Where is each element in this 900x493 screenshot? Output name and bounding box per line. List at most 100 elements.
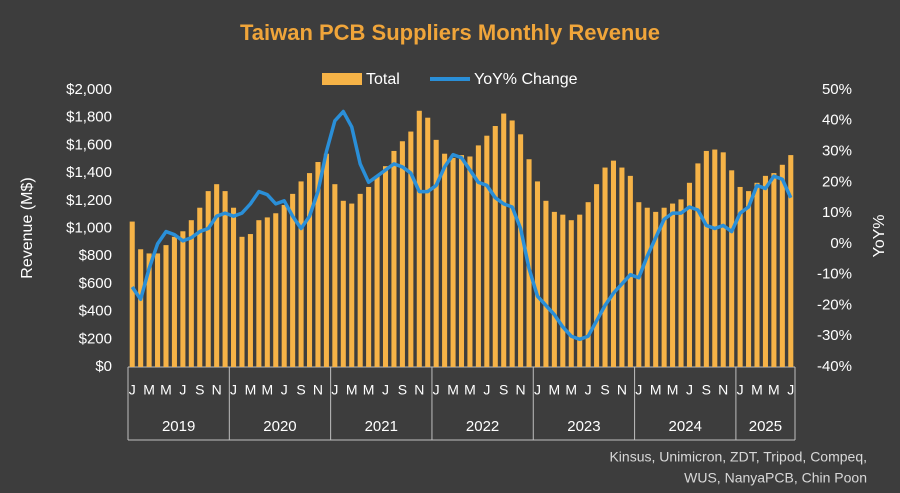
y-tick-label: $600: [79, 275, 112, 292]
bar: [458, 155, 465, 367]
y2-tick-label: -20%: [817, 296, 852, 313]
x-tick-label: M: [143, 382, 155, 398]
bar: [222, 191, 228, 367]
bar: [205, 191, 211, 367]
y-tick-label: $2,000: [66, 81, 112, 98]
y-axis-label: Revenue (M$): [19, 177, 36, 278]
y-tick-label: $800: [79, 247, 112, 264]
bar: [729, 170, 735, 367]
bar: [357, 193, 363, 367]
x-tick-label: M: [549, 382, 561, 398]
bar: [492, 126, 498, 367]
y2-tick-label: -40%: [817, 358, 852, 375]
x-tick-label: S: [195, 382, 204, 398]
x-tick-label: M: [751, 382, 763, 398]
y2-tick-label: 40%: [822, 112, 852, 129]
x-tick-label: N: [617, 382, 627, 398]
bar: [425, 117, 431, 367]
bar: [518, 134, 524, 367]
y2-tick-label: -10%: [817, 266, 852, 283]
bar: [627, 175, 633, 367]
x-tick-label: M: [768, 382, 780, 398]
bar: [636, 202, 642, 367]
bar: [433, 139, 439, 367]
bar: [703, 150, 709, 367]
bar: [180, 231, 186, 367]
y-tick-label: $0: [95, 358, 112, 375]
source-note: WUS, NanyaPCB, Chin Poon: [684, 470, 867, 486]
bar: [594, 184, 600, 367]
bar: [298, 181, 304, 367]
group-label: 2024: [669, 418, 702, 435]
bar: [197, 207, 203, 367]
bar: [239, 236, 245, 367]
bar: [686, 182, 692, 367]
x-tick-label: J: [737, 382, 744, 398]
bar: [340, 200, 346, 367]
bar: [247, 234, 253, 367]
bar: [543, 200, 549, 367]
y2-axis-label: YoY%: [871, 215, 888, 258]
y2-tick-label: 10%: [822, 204, 852, 221]
x-tick-label: J: [635, 382, 642, 398]
legend-label: YoY% Change: [474, 71, 578, 88]
x-tick-label: J: [686, 382, 693, 398]
bar: [509, 120, 515, 367]
x-tick-label: M: [464, 382, 476, 398]
x-tick-label: M: [667, 382, 679, 398]
bar: [256, 220, 262, 367]
bar: [644, 207, 650, 367]
x-tick-label: J: [230, 382, 237, 398]
bar: [332, 184, 338, 367]
x-tick-label: J: [129, 382, 136, 398]
bar: [450, 157, 456, 367]
x-tick-label: N: [718, 382, 728, 398]
bar: [475, 145, 481, 367]
bar: [264, 217, 270, 367]
bar: [577, 214, 583, 367]
x-tick-label: S: [398, 382, 407, 398]
bar: [349, 203, 355, 367]
x-tick-label: M: [447, 382, 459, 398]
bar: [155, 253, 161, 367]
y2-tick-label: 20%: [822, 173, 852, 190]
bar: [290, 193, 296, 367]
bar: [306, 173, 313, 367]
x-tick-label: M: [565, 382, 577, 398]
bar: [661, 207, 667, 367]
bar: [610, 160, 617, 367]
x-tick-label: N: [414, 382, 424, 398]
x-tick-label: J: [281, 382, 288, 398]
bar: [391, 150, 397, 367]
x-tick-label: N: [516, 382, 526, 398]
bar: [214, 184, 220, 367]
bar: [602, 167, 608, 367]
y-tick-label: $1,200: [66, 192, 112, 209]
bar: [501, 113, 507, 367]
bar: [315, 162, 321, 367]
bar: [442, 153, 448, 367]
x-tick-label: J: [331, 382, 338, 398]
bar: [534, 181, 541, 367]
y-tick-label: $1,800: [66, 109, 112, 126]
bar: [374, 175, 380, 367]
y-tick-label: $200: [79, 330, 112, 347]
x-tick-label: M: [245, 382, 257, 398]
chart-title: Taiwan PCB Suppliers Monthly Revenue: [240, 20, 660, 45]
bar: [746, 191, 752, 367]
bar: [231, 207, 237, 367]
group-label: 2022: [466, 418, 499, 435]
bar: [416, 110, 422, 368]
bar: [163, 245, 169, 367]
x-tick-label: M: [261, 382, 273, 398]
bar: [467, 156, 473, 367]
bar: [366, 186, 372, 367]
y2-tick-label: 0%: [830, 235, 852, 252]
bar: [670, 203, 676, 367]
x-tick-label: J: [787, 382, 794, 398]
bar: [323, 153, 329, 367]
group-label: 2023: [567, 418, 600, 435]
bar: [560, 214, 566, 367]
legend-swatch: [322, 73, 362, 85]
